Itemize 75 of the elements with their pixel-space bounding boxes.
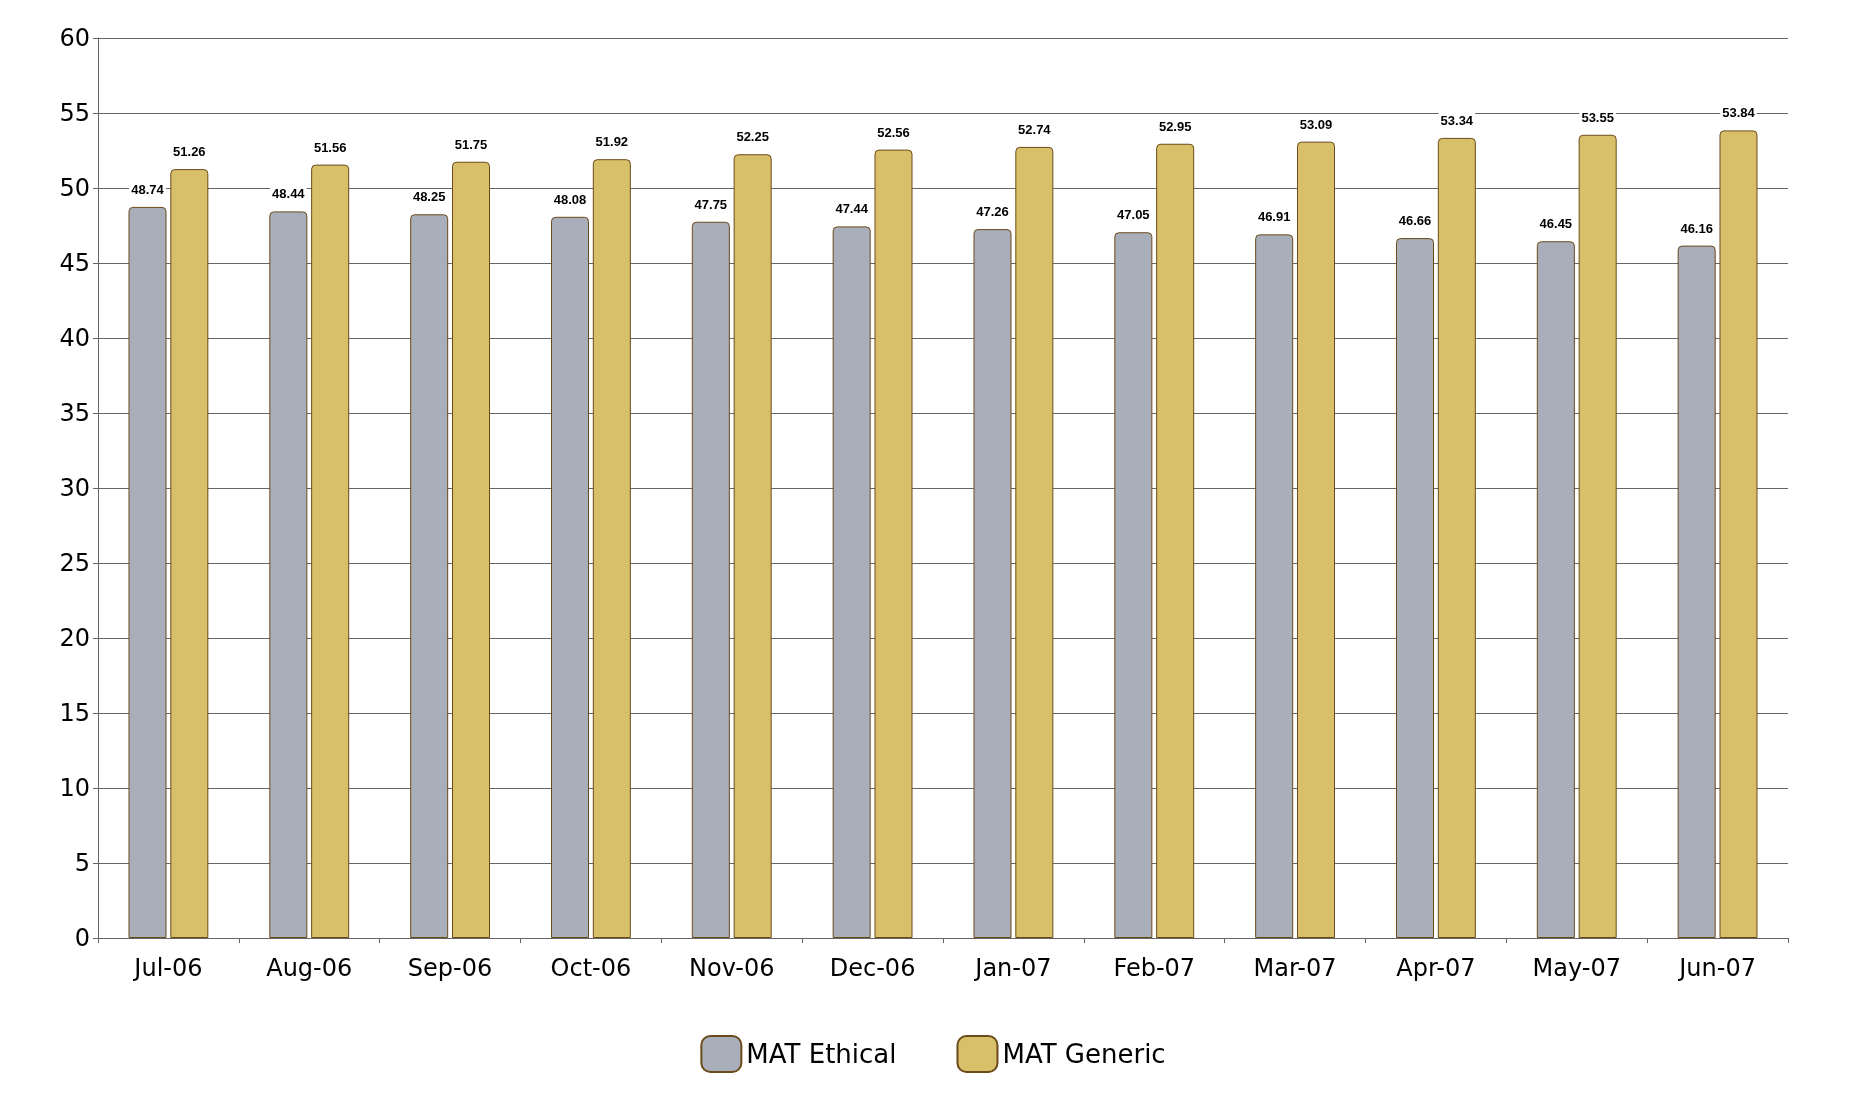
legend-label: MAT Ethical — [746, 1039, 897, 1069]
bar — [128, 206, 167, 938]
data-label: 48.25 — [412, 189, 446, 205]
bar — [1437, 137, 1476, 938]
x-tick-label: Dec-06 — [829, 954, 916, 982]
bar — [451, 161, 491, 938]
bar — [269, 211, 308, 938]
bar — [1296, 141, 1336, 938]
bar — [1719, 130, 1758, 938]
legend-label: MAT Generic — [1002, 1039, 1166, 1069]
data-label: 52.74 — [1018, 121, 1052, 137]
y-tick-label: 25 — [59, 549, 90, 577]
y-tick-label: 20 — [59, 624, 90, 652]
y-tick-label: 50 — [59, 174, 90, 202]
data-label: 52.95 — [1158, 118, 1192, 134]
y-tick-label: 5 — [74, 849, 90, 877]
data-label: 46.66 — [1398, 213, 1432, 229]
data-label: 47.05 — [1117, 207, 1150, 223]
bar — [874, 149, 913, 938]
bar — [1015, 146, 1054, 938]
data-label: 51.75 — [454, 136, 488, 152]
x-tick-label: Feb-07 — [1113, 954, 1196, 982]
bar — [410, 214, 449, 938]
x-tick-label: Apr-07 — [1396, 954, 1476, 982]
data-label: 48.44 — [272, 186, 306, 202]
y-tick-label: 30 — [59, 474, 90, 502]
data-label: 48.74 — [131, 181, 165, 197]
x-tick-label: Oct-06 — [550, 954, 632, 982]
bar — [1395, 238, 1435, 938]
data-label: 51.26 — [173, 144, 206, 160]
y-tick-label: 0 — [74, 924, 90, 952]
y-tick-label: 15 — [59, 699, 90, 727]
x-tick-label: Jun-07 — [1677, 954, 1756, 982]
data-label: 53.34 — [1440, 112, 1474, 128]
bar — [170, 169, 209, 938]
bar — [733, 154, 772, 938]
bar — [550, 216, 590, 938]
bar — [1677, 245, 1716, 938]
bar — [1156, 143, 1195, 938]
y-tick-label: 40 — [59, 324, 90, 352]
data-label: 52.56 — [877, 124, 910, 140]
bar — [832, 226, 871, 938]
x-tick-label: Jan-07 — [973, 954, 1052, 982]
data-label: 51.56 — [313, 139, 347, 155]
bar — [1578, 134, 1617, 938]
bar — [973, 229, 1012, 938]
data-label: 48.08 — [553, 191, 587, 207]
bar — [1255, 234, 1294, 938]
data-label: 53.84 — [1722, 105, 1756, 121]
data-label: 46.91 — [1257, 209, 1291, 225]
x-tick-label: Nov-06 — [689, 954, 775, 982]
data-label: 53.55 — [1581, 109, 1614, 125]
x-tick-label: Sep-06 — [407, 954, 493, 982]
data-label: 53.09 — [1299, 116, 1333, 132]
data-label: 52.25 — [736, 129, 769, 145]
y-tick-label: 35 — [59, 399, 90, 427]
x-tick-label: Aug-06 — [266, 954, 353, 982]
y-tick-label: 10 — [59, 774, 90, 802]
data-label: 46.16 — [1680, 220, 1713, 236]
data-label: 46.45 — [1539, 216, 1573, 232]
y-tick-label: 55 — [59, 99, 90, 127]
bar — [1536, 241, 1575, 938]
bar — [592, 159, 631, 938]
x-tick-label: Jul-06 — [132, 954, 203, 982]
bar — [1114, 232, 1153, 938]
y-tick-label: 60 — [59, 24, 90, 52]
x-tick-label: May-07 — [1532, 954, 1621, 982]
y-tick-label: 45 — [59, 249, 90, 277]
data-label: 47.26 — [976, 204, 1009, 220]
bar — [691, 221, 730, 938]
data-label: 47.44 — [835, 201, 869, 217]
data-label: 51.92 — [595, 134, 629, 150]
x-tick-label: Mar-07 — [1253, 954, 1337, 982]
data-label: 47.75 — [694, 196, 728, 212]
bar — [311, 164, 350, 938]
